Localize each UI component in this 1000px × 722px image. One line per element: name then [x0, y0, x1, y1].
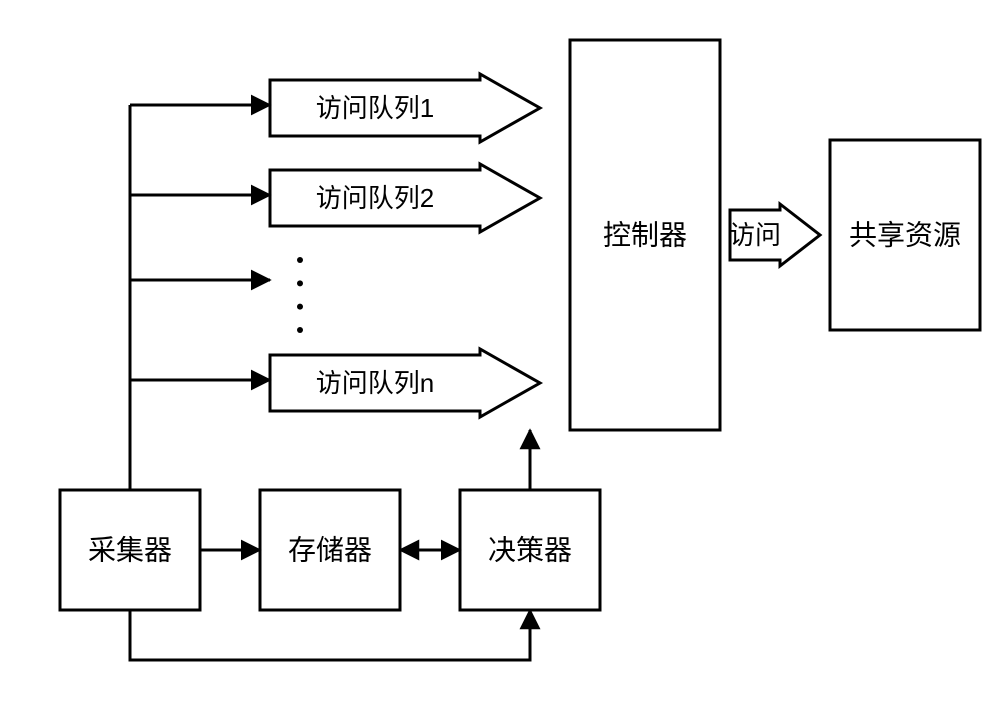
- queue-arrow-2-label: 访问队列n: [316, 368, 434, 398]
- ellipsis-dot: [297, 304, 303, 310]
- ellipsis-dot: [297, 280, 303, 286]
- queue-arrow-1-label: 访问队列2: [316, 183, 434, 213]
- access-arrow-label: 访问: [729, 220, 781, 250]
- ellipsis-dot: [297, 327, 303, 333]
- controller-box-label: 控制器: [603, 220, 687, 251]
- collector-box-label: 采集器: [88, 535, 172, 566]
- storage-box-label: 存储器: [288, 535, 372, 566]
- queue-arrow-0-label: 访问队列1: [316, 93, 434, 123]
- resource-box-label: 共享资源: [849, 220, 961, 251]
- decider-box-label: 决策器: [488, 535, 572, 566]
- arrow-collector-decider: [130, 610, 530, 660]
- ellipsis-dot: [297, 257, 303, 263]
